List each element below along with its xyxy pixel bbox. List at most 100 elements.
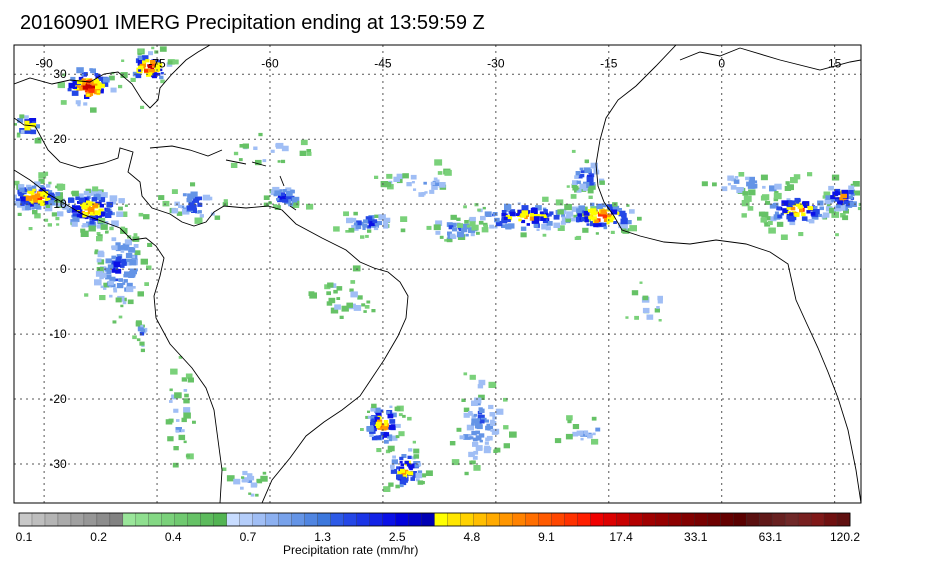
colorbar-swatch	[161, 512, 176, 527]
precipitation-cell	[536, 214, 541, 218]
precipitation-cell	[449, 233, 456, 239]
precipitation-cell	[593, 223, 599, 228]
precipitation-cell	[862, 205, 869, 210]
precipitation-cell	[57, 192, 63, 197]
precipitation-cell	[350, 280, 356, 284]
precipitation-cell	[574, 175, 579, 179]
precipitation-cell	[350, 291, 358, 298]
precipitation-cell	[469, 221, 476, 227]
precipitation-cell	[515, 213, 520, 216]
precipitation-cell	[120, 304, 124, 308]
precipitation-cell	[539, 211, 545, 215]
precipitation-cell	[654, 308, 660, 313]
precipitation-cell	[580, 174, 585, 178]
precipitation-cell	[71, 221, 78, 227]
precipitation-cell	[463, 407, 470, 412]
precipitation-cell	[642, 295, 649, 301]
precipitation-cell	[34, 193, 41, 198]
precipitation-cell	[111, 245, 118, 251]
precipitation-cell	[543, 209, 548, 213]
colorbar-swatch	[369, 512, 384, 527]
precipitation-cell	[543, 213, 550, 218]
latitude-label: 0	[60, 262, 67, 276]
precipitation-cell	[192, 420, 196, 424]
precipitation-cell	[183, 412, 191, 419]
precipitation-cell	[175, 427, 182, 433]
precipitation-cell	[38, 192, 45, 197]
precipitation-cell	[190, 191, 198, 198]
precipitation-cell	[595, 427, 601, 432]
precipitation-cell	[281, 159, 286, 164]
precipitation-cell	[479, 408, 485, 413]
precipitation-cell	[476, 231, 480, 235]
precipitation-cell	[437, 171, 443, 175]
precipitation-cell	[831, 197, 837, 202]
precipitation-cell	[276, 198, 280, 201]
precipitation-cell	[113, 287, 117, 291]
precipitation-cell	[781, 200, 789, 206]
precipitation-cell	[603, 214, 607, 218]
colorbar-swatch	[797, 512, 812, 527]
precipitation-cell	[96, 258, 102, 263]
precipitation-field	[4, 46, 869, 497]
precipitation-cell	[151, 46, 155, 50]
precipitation-cell	[409, 467, 413, 471]
precipitation-cell	[395, 423, 401, 428]
precipitation-cell	[82, 202, 90, 208]
precipitation-cell	[16, 132, 21, 136]
precipitation-cell	[75, 100, 81, 105]
precipitation-cell	[478, 394, 485, 400]
precipitation-cell	[452, 227, 458, 232]
precipitation-cell	[82, 223, 88, 228]
coastline-north-america	[14, 45, 211, 109]
precipitation-cell	[18, 184, 25, 190]
precipitation-cell	[14, 194, 17, 201]
longitude-label: -60	[261, 57, 279, 71]
precipitation-cell	[62, 204, 70, 210]
precipitation-cell	[116, 283, 124, 289]
precipitation-cell	[392, 455, 396, 459]
precipitation-cell	[336, 286, 343, 291]
colorbar	[18, 512, 851, 527]
precipitation-cell	[184, 393, 189, 398]
precipitation-cell	[570, 194, 577, 199]
colorbar-swatch	[356, 512, 371, 527]
precipitation-cell	[346, 302, 353, 308]
precipitation-cell	[745, 176, 750, 181]
precipitation-cell	[495, 220, 503, 227]
colorbar-swatch	[421, 512, 435, 527]
precipitation-cell	[22, 187, 29, 192]
colorbar-tick-label: 2.5	[389, 530, 406, 544]
precipitation-cell	[566, 185, 570, 188]
precipitation-cell	[401, 476, 406, 481]
precipitation-cell	[590, 208, 597, 214]
precipitation-cell	[260, 475, 268, 482]
precipitation-cell	[136, 338, 141, 342]
precipitation-cell	[16, 134, 21, 138]
precipitation-cell	[11, 199, 14, 202]
precipitation-cell	[4, 198, 12, 204]
precipitation-cell	[587, 433, 593, 439]
precipitation-cell	[773, 202, 779, 207]
precipitation-cell	[407, 416, 412, 421]
precipitation-cell	[99, 272, 107, 278]
precipitation-cell	[398, 431, 405, 437]
precipitation-cell	[817, 200, 824, 206]
precipitation-cell	[99, 83, 105, 88]
precipitation-cell	[371, 309, 376, 313]
precipitation-cell	[354, 222, 358, 225]
precipitation-cell	[384, 217, 391, 223]
colorbar-tick-label: 120.2	[830, 530, 860, 544]
precipitation-cell	[774, 211, 779, 215]
precipitation-cell	[580, 437, 584, 441]
precipitation-cell	[91, 217, 96, 221]
precipitation-cell	[30, 203, 34, 207]
longitude-label: 15	[828, 57, 842, 71]
precipitation-cell	[657, 299, 663, 304]
precipitation-cell	[86, 93, 90, 97]
precipitation-cell	[637, 216, 642, 221]
precipitation-cell	[478, 407, 483, 411]
precipitation-cell	[24, 125, 31, 131]
precipitation-cell	[124, 271, 130, 277]
precipitation-cell	[92, 186, 99, 192]
